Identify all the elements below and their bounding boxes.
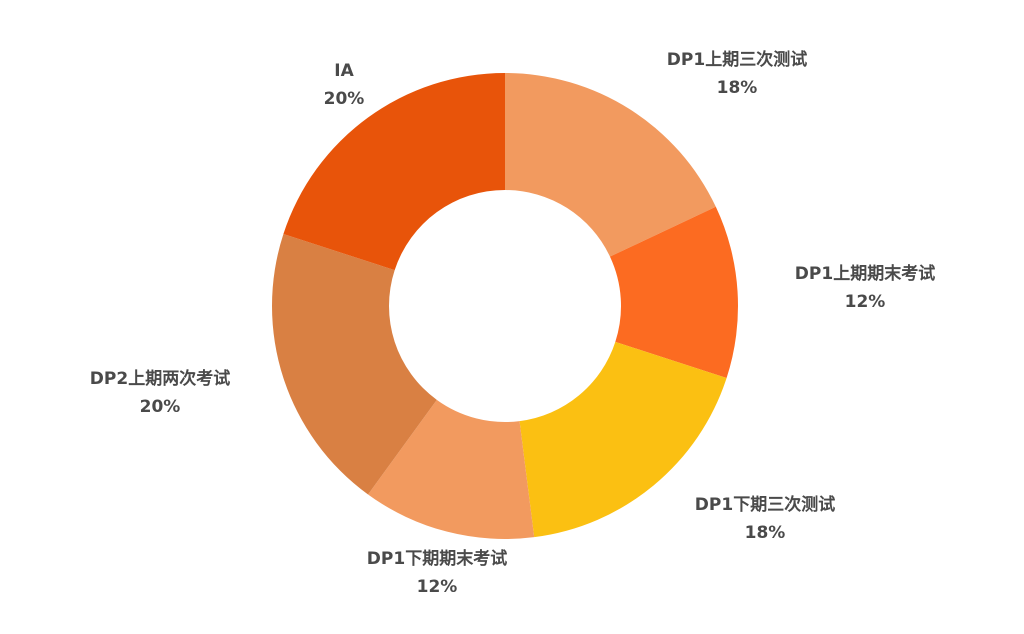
labels-layer: DP1上期三次测试 18% DP1上期期末考试 12% DP1下期三次测试 18% DP1下… [90,49,935,597]
donut-slice [368,399,535,539]
slice-percent-label: 20% [324,89,365,109]
donut-slice [519,341,727,538]
donut-slice [283,73,505,271]
slice-percent-label: 20% [140,397,181,417]
slice-label: DP1上期期末考试 [795,263,935,284]
slice-percent-label: 12% [845,292,886,312]
donut-slice [609,206,738,379]
slice-label: DP1下期三次测试 [695,494,835,515]
donut-slice [272,233,437,495]
slice-percent-label: 18% [745,523,786,543]
slice-percent-label: 18% [717,78,758,98]
slices-layer [272,73,738,539]
slice-label: DP1下期期末考试 [367,548,507,569]
slice-label: IA [334,61,354,81]
slice-label: DP2上期两次考试 [90,368,230,389]
slice-label: DP1上期三次测试 [667,49,807,70]
donut-slice [505,73,716,257]
slice-percent-label: 12% [417,577,458,597]
